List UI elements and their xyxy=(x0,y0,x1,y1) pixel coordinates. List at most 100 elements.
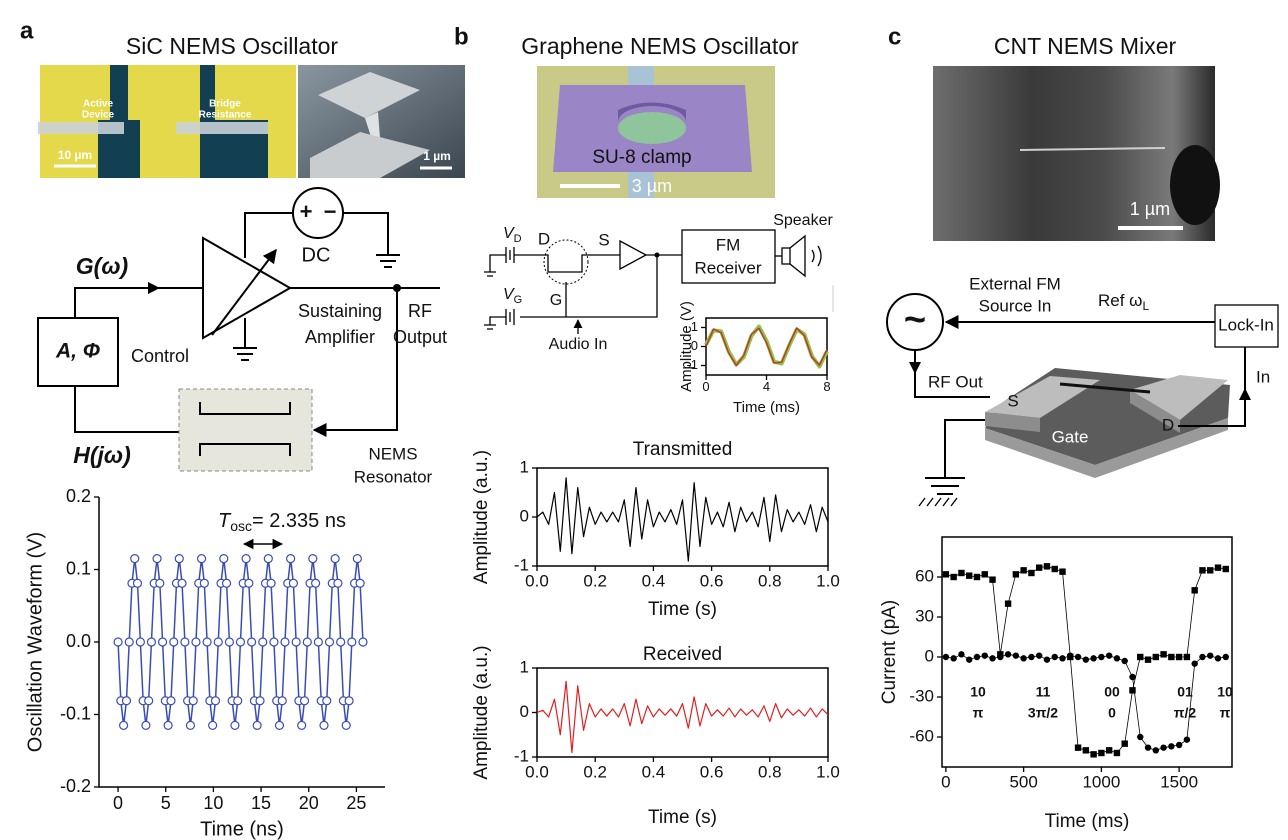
scale-bar-label: 10 µm xyxy=(58,148,92,162)
data-marker xyxy=(1222,653,1229,661)
annotation-rest: = 2.335 ns xyxy=(252,510,346,532)
panel-title: CNT NEMS Mixer xyxy=(994,33,1177,59)
series-line xyxy=(536,477,829,562)
data-marker xyxy=(166,696,176,706)
data-marker xyxy=(1004,651,1012,658)
data-marker xyxy=(118,720,129,730)
resonator-label: NEMS xyxy=(368,444,417,463)
data-marker xyxy=(233,696,243,706)
x-tick-label: 1.0 xyxy=(816,763,840,782)
x-axis-label: Time (ms) xyxy=(1045,811,1130,832)
x-tick-label: 0.2 xyxy=(583,763,607,782)
data-marker xyxy=(1074,653,1082,661)
data-marker xyxy=(1129,687,1136,694)
data-marker xyxy=(966,572,973,579)
state-label: 00 xyxy=(1104,684,1120,700)
micrograph-label: SU-8 clamp xyxy=(592,147,691,168)
micrograph xyxy=(933,66,1220,241)
data-marker xyxy=(333,578,343,588)
data-marker xyxy=(341,720,351,730)
micrograph xyxy=(537,66,775,198)
scale-bar-label: 1 µm xyxy=(423,149,451,163)
data-marker xyxy=(1105,747,1113,754)
data-marker xyxy=(213,637,223,647)
y-tick-label: 1 xyxy=(520,657,529,676)
data-marker xyxy=(196,554,207,564)
data-marker xyxy=(1043,563,1051,570)
annotation-sub: osc xyxy=(230,518,252,534)
panel-title: SiC NEMS Oscillator xyxy=(126,33,338,59)
terminal-label: S xyxy=(598,230,609,249)
data-marker xyxy=(1121,657,1128,665)
data-marker xyxy=(1043,656,1051,663)
data-marker xyxy=(942,571,950,578)
data-marker xyxy=(997,653,1004,661)
x-axis-label: Time (ns) xyxy=(200,818,284,840)
y-tick-label: -30 xyxy=(909,686,934,705)
y-tick-label: -60 xyxy=(909,726,934,745)
data-marker xyxy=(286,554,296,564)
data-marker xyxy=(1168,743,1175,750)
data-marker xyxy=(224,637,235,647)
lockin-label: Lock-In xyxy=(1218,315,1274,334)
data-marker xyxy=(1059,655,1066,662)
plot-frame xyxy=(941,536,1233,768)
receiver-label: Receiver xyxy=(694,258,761,277)
data-marker xyxy=(255,696,265,706)
state-label: π xyxy=(973,705,984,721)
series-line xyxy=(945,653,1226,751)
voltage-main: V xyxy=(503,225,515,242)
y-tick-label: -1 xyxy=(514,555,529,574)
data-marker xyxy=(1012,652,1020,659)
data-marker xyxy=(1168,653,1175,661)
transfer-label: H(jω) xyxy=(73,442,131,468)
data-marker xyxy=(324,637,335,647)
ref-main: Ref ω xyxy=(1098,291,1142,310)
data-marker xyxy=(291,637,301,647)
x-tick-label: 20 xyxy=(299,793,319,813)
data-marker xyxy=(277,696,287,706)
y-tick-label: -1 xyxy=(514,746,529,765)
y-tick-label: 0.0 xyxy=(66,631,91,651)
data-marker xyxy=(1214,655,1222,662)
state-label: 0 xyxy=(1108,705,1116,721)
data-marker xyxy=(274,720,285,730)
chart-title: Received xyxy=(643,644,722,665)
x-tick-label: 0.8 xyxy=(758,572,782,591)
state-label: 3π/2 xyxy=(1028,705,1058,721)
state-label: 10 xyxy=(1217,684,1233,700)
data-marker xyxy=(958,651,965,658)
data-marker xyxy=(269,637,279,647)
receiver-label: FM xyxy=(716,235,741,254)
rf-out-label: RF Out xyxy=(928,372,983,391)
terminal-label: S xyxy=(1007,391,1018,410)
data-marker xyxy=(330,554,340,564)
data-marker xyxy=(1098,749,1105,757)
data-marker xyxy=(174,554,184,564)
x-axis-label: Time (s) xyxy=(648,599,717,620)
data-marker xyxy=(355,578,365,588)
data-marker xyxy=(352,554,362,564)
data-marker xyxy=(358,637,368,647)
x-tick-label: 0.4 xyxy=(642,763,666,782)
x-tick-label: 15 xyxy=(251,793,271,813)
data-marker xyxy=(113,637,123,647)
state-label: π/2 xyxy=(1174,705,1197,721)
data-marker xyxy=(1144,656,1152,663)
terminal-label: D xyxy=(1162,415,1174,434)
micrograph-label: Bridge xyxy=(209,99,241,110)
data-marker xyxy=(1028,569,1035,577)
data-marker xyxy=(1152,747,1160,754)
scale-bar-label: 3 µm xyxy=(632,176,672,196)
data-marker xyxy=(1137,653,1144,661)
polarity: − xyxy=(324,199,337,224)
gate-label: Gate xyxy=(1052,427,1089,446)
data-marker xyxy=(247,637,257,647)
y-tick-label: 0.1 xyxy=(66,558,91,578)
data-marker xyxy=(1199,567,1206,574)
data-marker xyxy=(1175,653,1183,661)
data-marker xyxy=(950,655,957,662)
speaker-label: Speaker xyxy=(773,212,833,229)
data-marker xyxy=(1004,600,1012,607)
data-marker xyxy=(1191,587,1198,594)
